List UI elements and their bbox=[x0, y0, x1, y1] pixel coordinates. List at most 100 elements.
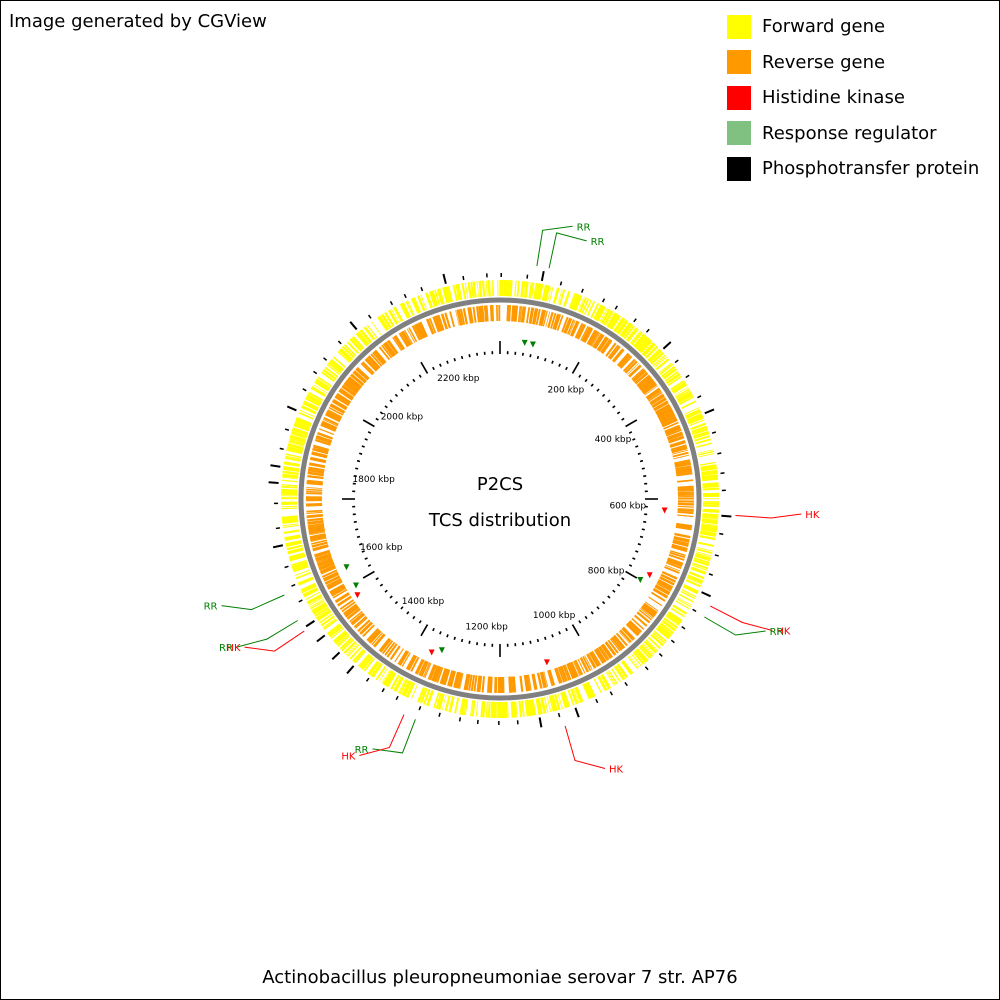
scale-tick bbox=[558, 363, 561, 367]
forward-gene-mark bbox=[287, 444, 304, 450]
forward-gene-mark bbox=[632, 652, 644, 665]
forward-gene-mark bbox=[357, 332, 369, 345]
phosphotransfer-mark bbox=[395, 695, 399, 701]
reverse-gene-mark bbox=[601, 643, 614, 659]
reverse-gene-mark bbox=[346, 378, 361, 391]
forward-gene-mark bbox=[425, 292, 433, 309]
reverse-gene-mark bbox=[665, 561, 682, 570]
forward-gene-mark bbox=[394, 677, 404, 692]
reverse-gene-mark bbox=[627, 621, 641, 635]
forward-gene-mark bbox=[290, 432, 307, 439]
forward-gene-mark bbox=[311, 386, 327, 395]
forward-gene-mark bbox=[317, 610, 332, 622]
phosphotransfer-mark bbox=[368, 314, 372, 319]
forward-gene-mark bbox=[557, 288, 563, 305]
forward-gene-mark bbox=[405, 682, 415, 698]
forward-gene-mark bbox=[687, 574, 704, 583]
phosphotransfer-mark bbox=[284, 565, 289, 569]
reverse-gene-mark bbox=[569, 662, 577, 678]
reverse-gene-mark bbox=[311, 451, 328, 457]
forward-gene-mark bbox=[291, 561, 308, 569]
scale-tick bbox=[358, 543, 363, 546]
scale-tick bbox=[468, 640, 471, 644]
forward-gene-mark bbox=[405, 300, 414, 316]
reverse-gene-mark bbox=[335, 593, 350, 604]
scale-tick bbox=[432, 366, 435, 371]
scale-tick bbox=[379, 583, 384, 587]
phosphotransfer-mark bbox=[365, 677, 370, 682]
reverse-gene-mark bbox=[675, 526, 692, 531]
forward-gene-mark bbox=[602, 310, 612, 325]
forward-gene-mark bbox=[674, 386, 689, 396]
forward-gene-mark bbox=[658, 624, 673, 636]
forward-gene-mark bbox=[665, 372, 681, 384]
forward-gene-mark bbox=[288, 552, 305, 559]
forward-gene-mark bbox=[471, 700, 475, 717]
forward-gene-mark bbox=[641, 342, 655, 356]
forward-gene-mark bbox=[384, 311, 395, 327]
forward-gene-mark bbox=[597, 676, 607, 692]
forward-gene-mark bbox=[572, 688, 580, 704]
forward-gene-mark bbox=[638, 645, 651, 659]
forward-gene-mark bbox=[686, 579, 702, 587]
forward-gene-mark bbox=[327, 362, 342, 374]
forward-gene-mark bbox=[694, 553, 711, 561]
reverse-gene-mark bbox=[315, 436, 332, 444]
forward-gene-mark bbox=[328, 362, 342, 373]
reverse-gene-mark bbox=[306, 479, 323, 483]
scale-tick bbox=[596, 606, 600, 610]
forward-gene-mark bbox=[552, 695, 557, 711]
reverse-gene-mark bbox=[654, 585, 670, 596]
forward-gene-mark bbox=[701, 525, 718, 530]
reverse-gene-mark bbox=[536, 672, 543, 689]
scale-tick bbox=[356, 459, 361, 463]
forward-gene-mark bbox=[603, 310, 613, 325]
forward-gene-mark bbox=[286, 446, 304, 453]
forward-gene-mark bbox=[702, 509, 719, 513]
forward-gene-mark bbox=[701, 472, 718, 476]
reverse-gene-mark bbox=[355, 617, 368, 629]
scale-tick bbox=[590, 611, 594, 615]
forward-gene-mark bbox=[437, 693, 445, 710]
reverse-gene-mark bbox=[599, 645, 610, 660]
forward-gene-mark bbox=[309, 598, 324, 608]
scale-tick bbox=[544, 357, 547, 362]
phosphotransfer-mark bbox=[614, 305, 618, 310]
rr-callout-line bbox=[548, 232, 587, 269]
reverse-gene-mark bbox=[592, 650, 602, 666]
forward-gene-mark bbox=[341, 638, 355, 652]
reverse-gene-mark bbox=[306, 490, 323, 493]
reverse-gene-mark bbox=[637, 611, 651, 623]
reverse-gene-mark bbox=[477, 675, 482, 692]
reverse-gene-mark bbox=[394, 335, 405, 350]
reverse-gene-mark bbox=[545, 311, 551, 328]
forward-gene-mark bbox=[693, 557, 710, 564]
phosphotransfer-mark bbox=[272, 544, 284, 549]
forward-gene-mark bbox=[575, 686, 584, 703]
reverse-gene-mark bbox=[674, 462, 691, 467]
phosphotransfer-mark bbox=[298, 599, 303, 603]
reverse-gene-mark bbox=[626, 622, 640, 636]
reverse-gene-mark bbox=[645, 387, 661, 399]
forward-gene-mark bbox=[452, 284, 458, 301]
reverse-gene-mark bbox=[672, 539, 689, 546]
forward-gene-mark bbox=[533, 282, 538, 299]
reverse-gene-mark bbox=[468, 674, 472, 691]
scale-tick bbox=[358, 452, 363, 455]
forward-gene-mark bbox=[288, 442, 304, 447]
reverse-gene-mark bbox=[612, 348, 624, 363]
forward-gene-mark bbox=[300, 406, 317, 415]
reverse-gene-mark bbox=[414, 323, 424, 340]
scale-tick bbox=[571, 624, 580, 637]
reverse-gene-mark bbox=[649, 394, 664, 404]
forward-gene-mark bbox=[286, 545, 303, 551]
forward-gene-mark bbox=[426, 292, 434, 308]
phosphotransfer-mark bbox=[279, 447, 284, 451]
scale-tick bbox=[529, 640, 532, 644]
forward-gene-mark bbox=[282, 523, 299, 527]
reverse-gene-mark bbox=[675, 466, 692, 472]
phosphotransfer-mark bbox=[609, 691, 613, 696]
forward-gene-mark bbox=[303, 400, 319, 410]
reverse-gene-mark bbox=[434, 315, 442, 332]
